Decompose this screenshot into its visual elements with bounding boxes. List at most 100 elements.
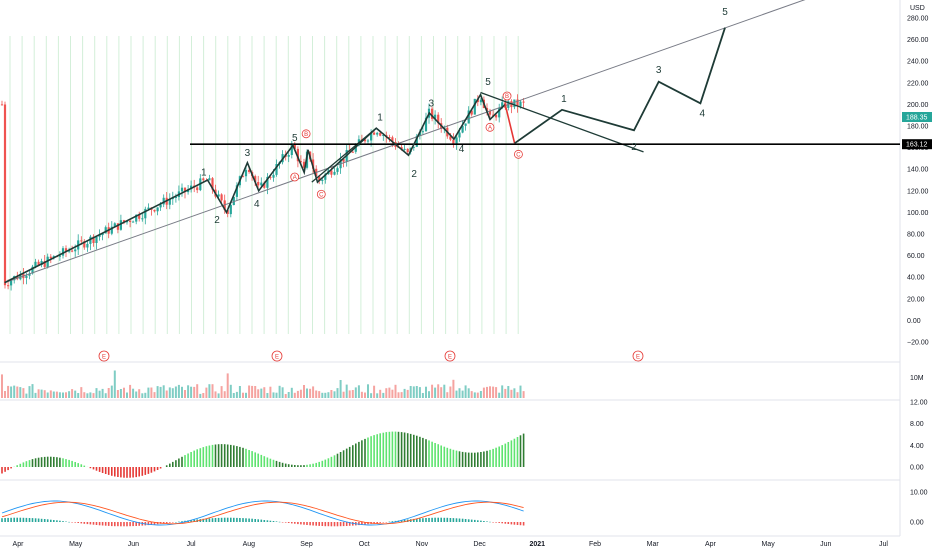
oscillator-bar [373, 435, 375, 467]
macd-histogram-bar [254, 519, 256, 522]
volume-bar [376, 393, 378, 398]
volume-bar [395, 385, 397, 398]
volume-bar [416, 386, 418, 398]
oscillator-bar [413, 435, 415, 467]
candle-body [336, 168, 338, 172]
oscillator-bar [166, 465, 168, 467]
macd-tick-label: 10.00 [910, 490, 928, 497]
volume-bar [373, 386, 375, 398]
oscillator-bar [291, 465, 293, 467]
macd-histogram-bar [117, 522, 119, 526]
month-label: Jul [187, 541, 196, 548]
oscillator-bar [404, 433, 406, 468]
volume-bar [83, 392, 85, 398]
oscillator-bar [492, 449, 494, 467]
candle-body [480, 100, 482, 103]
oscillator-bar [93, 467, 95, 469]
oscillator-bar [108, 467, 110, 475]
macd-histogram-bar [447, 518, 449, 522]
oscillator-bar [16, 465, 18, 467]
macd-histogram-bar [471, 520, 473, 522]
volume-bar [25, 394, 27, 398]
macd-histogram-bar [105, 522, 107, 526]
macd-histogram-bar [376, 522, 378, 523]
oscillator-bar [352, 445, 354, 467]
macd-histogram-bar [294, 522, 296, 524]
wave-label: 4 [254, 199, 260, 210]
candle-body [422, 131, 424, 132]
oscillator-bar [135, 467, 137, 477]
macd-histogram-bar [59, 521, 61, 522]
wave-label: 4 [700, 108, 706, 119]
volume-bar [62, 393, 64, 399]
volume-bar [312, 386, 314, 398]
oscillator-bar [331, 457, 333, 467]
macd-histogram-bar [7, 518, 9, 522]
oscillator-bar [44, 457, 46, 467]
volume-bar [35, 393, 37, 398]
oscillator-tick-label: 4.00 [910, 443, 924, 450]
macd-histogram-bar [434, 518, 436, 522]
macd-histogram-bar [501, 522, 503, 523]
month-label: May [69, 541, 83, 548]
price-tick-label: 20.00 [907, 296, 925, 303]
price-tick-label: 200.00 [907, 102, 929, 109]
volume-bar [16, 387, 18, 399]
volume-bar [410, 386, 412, 398]
oscillator-bar [270, 459, 272, 467]
oscillator-bar [334, 455, 336, 467]
volume-bar [340, 380, 342, 398]
volume-bar [129, 385, 131, 398]
volume-bar [425, 387, 427, 398]
macd-histogram-bar [236, 518, 238, 522]
macd-histogram-bar [520, 522, 522, 525]
macd-histogram-bar [65, 522, 67, 523]
volume-bar [239, 386, 241, 398]
oscillator-bar [169, 464, 171, 467]
macd-histogram-bar [233, 518, 235, 522]
candle-body [257, 182, 259, 185]
month-label: 2021 [530, 541, 546, 548]
volume-bar [273, 392, 275, 398]
volume-bar [449, 387, 451, 399]
macd-histogram-bar [288, 522, 290, 523]
candle-body [74, 249, 76, 251]
volume-bar [74, 391, 76, 398]
oscillator-bar [416, 436, 418, 467]
volume-bar [507, 386, 509, 398]
candle-body [245, 170, 247, 176]
oscillator-bar [151, 467, 153, 473]
macd-histogram-bar [44, 519, 46, 522]
macd-histogram-bar [264, 520, 266, 522]
macd-histogram-bar [325, 522, 327, 526]
volume-bar [346, 385, 348, 398]
volume-bar [102, 389, 104, 398]
macd-histogram-bar [279, 522, 281, 523]
price-tick-label: 240.00 [907, 59, 929, 66]
macd-histogram-bar [35, 518, 37, 522]
oscillator-bar [279, 462, 281, 467]
oscillator-bar [157, 467, 159, 470]
oscillator-bar [340, 452, 342, 467]
volume-bar [13, 386, 15, 398]
oscillator-bar [81, 464, 83, 467]
volume-bar [135, 392, 137, 399]
oscillator-bar [160, 467, 162, 469]
volume-bar [160, 387, 162, 398]
candle-body [465, 124, 467, 126]
oscillator-bar [123, 467, 125, 478]
oscillator-bar [38, 458, 40, 467]
macd-histogram-bar [474, 520, 476, 522]
oscillator-bar [508, 442, 510, 467]
candle-body [157, 207, 159, 211]
macd-histogram-bar [291, 522, 293, 523]
earnings-marker-label: E [448, 355, 452, 361]
volume-bar [230, 385, 232, 398]
volume-bar [379, 390, 381, 398]
oscillator-bar [450, 449, 452, 467]
macd-histogram-bar [468, 519, 470, 522]
oscillator-bar [398, 432, 400, 467]
volume-bar [44, 390, 46, 398]
macd-histogram-bar [267, 520, 269, 522]
oscillator-bar [117, 467, 119, 477]
